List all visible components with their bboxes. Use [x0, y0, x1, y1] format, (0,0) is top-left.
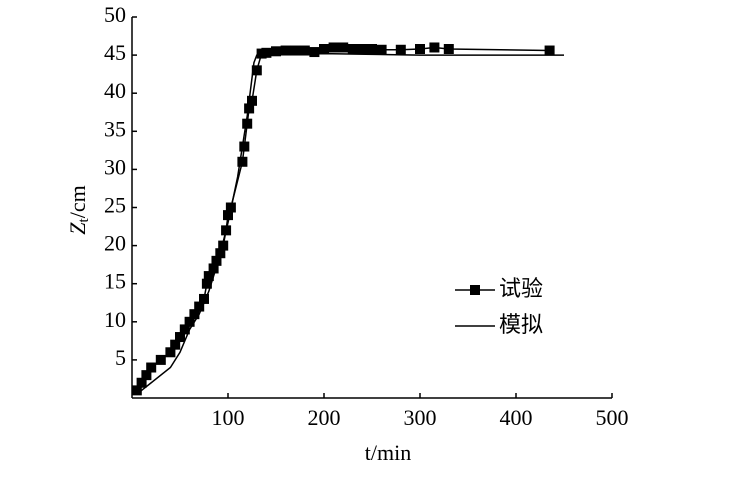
data-point	[141, 370, 152, 381]
data-point	[155, 354, 166, 365]
x-axis-label: t/min	[365, 440, 411, 465]
data-point	[328, 42, 339, 53]
data-point	[357, 44, 368, 55]
data-point	[544, 45, 555, 56]
data-point	[290, 45, 301, 56]
data-point	[251, 65, 262, 76]
y-axis-label: Zt/cm	[65, 185, 92, 234]
legend-label: 模拟	[499, 313, 543, 338]
data-point	[223, 210, 233, 221]
data-point	[136, 377, 147, 388]
x-tick-label: 400	[500, 405, 533, 430]
data-point	[203, 271, 214, 282]
data-point	[170, 339, 181, 350]
data-point	[131, 385, 142, 396]
x-tick-label: 500	[596, 405, 629, 430]
data-point	[280, 45, 291, 56]
data-point	[179, 324, 190, 335]
y-tick-label: 15	[104, 269, 126, 294]
data-point	[199, 293, 209, 304]
data-point	[299, 45, 310, 56]
data-point	[261, 47, 272, 58]
data-point	[194, 301, 205, 312]
data-point	[319, 44, 329, 55]
y-tick-label: 20	[104, 231, 126, 256]
data-point	[237, 156, 248, 167]
data-point	[208, 263, 219, 274]
y-label-main: Z	[65, 222, 90, 235]
legend-marker	[470, 285, 480, 295]
data-point	[189, 309, 200, 320]
data-point	[175, 332, 185, 343]
data-point	[338, 42, 349, 53]
y-tick-label: 5	[115, 345, 126, 370]
x-tick-label: 100	[212, 405, 245, 430]
data-point	[244, 103, 255, 114]
data-point	[367, 44, 377, 55]
data-point	[309, 47, 320, 58]
series-line	[136, 46, 550, 391]
data-point	[146, 362, 157, 373]
y-tick-label: 25	[104, 193, 126, 218]
y-tick-label: 40	[104, 78, 126, 103]
y-tick-label: 30	[104, 154, 126, 179]
x-tick-label: 300	[404, 405, 437, 430]
data-point	[376, 44, 387, 55]
data-point	[395, 44, 406, 55]
legend-label: 试验	[499, 277, 543, 302]
data-point	[247, 95, 257, 106]
data-point	[201, 278, 212, 289]
data-point	[415, 44, 425, 55]
y-label-rest: /cm	[65, 185, 90, 218]
x-tick-label: 200	[308, 405, 341, 430]
y-tick-label: 50	[104, 2, 126, 27]
data-point	[184, 316, 195, 327]
data-point	[218, 240, 229, 251]
y-tick-label: 45	[104, 40, 126, 65]
y-tick-label: 35	[104, 116, 126, 141]
data-point	[165, 347, 176, 358]
data-point	[211, 255, 222, 266]
y-tick-label: 10	[104, 307, 126, 332]
data-point	[239, 141, 250, 152]
data-point	[242, 118, 253, 129]
data-point	[443, 44, 454, 55]
data-point	[429, 42, 440, 53]
series-line	[136, 52, 564, 395]
data-point	[347, 44, 358, 55]
y-label-sub: t	[76, 217, 92, 222]
data-point	[271, 46, 281, 57]
